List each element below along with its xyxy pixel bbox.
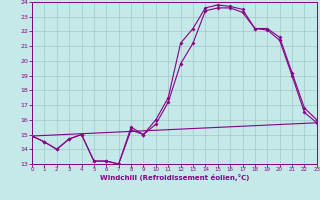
X-axis label: Windchill (Refroidissement éolien,°C): Windchill (Refroidissement éolien,°C) <box>100 174 249 181</box>
